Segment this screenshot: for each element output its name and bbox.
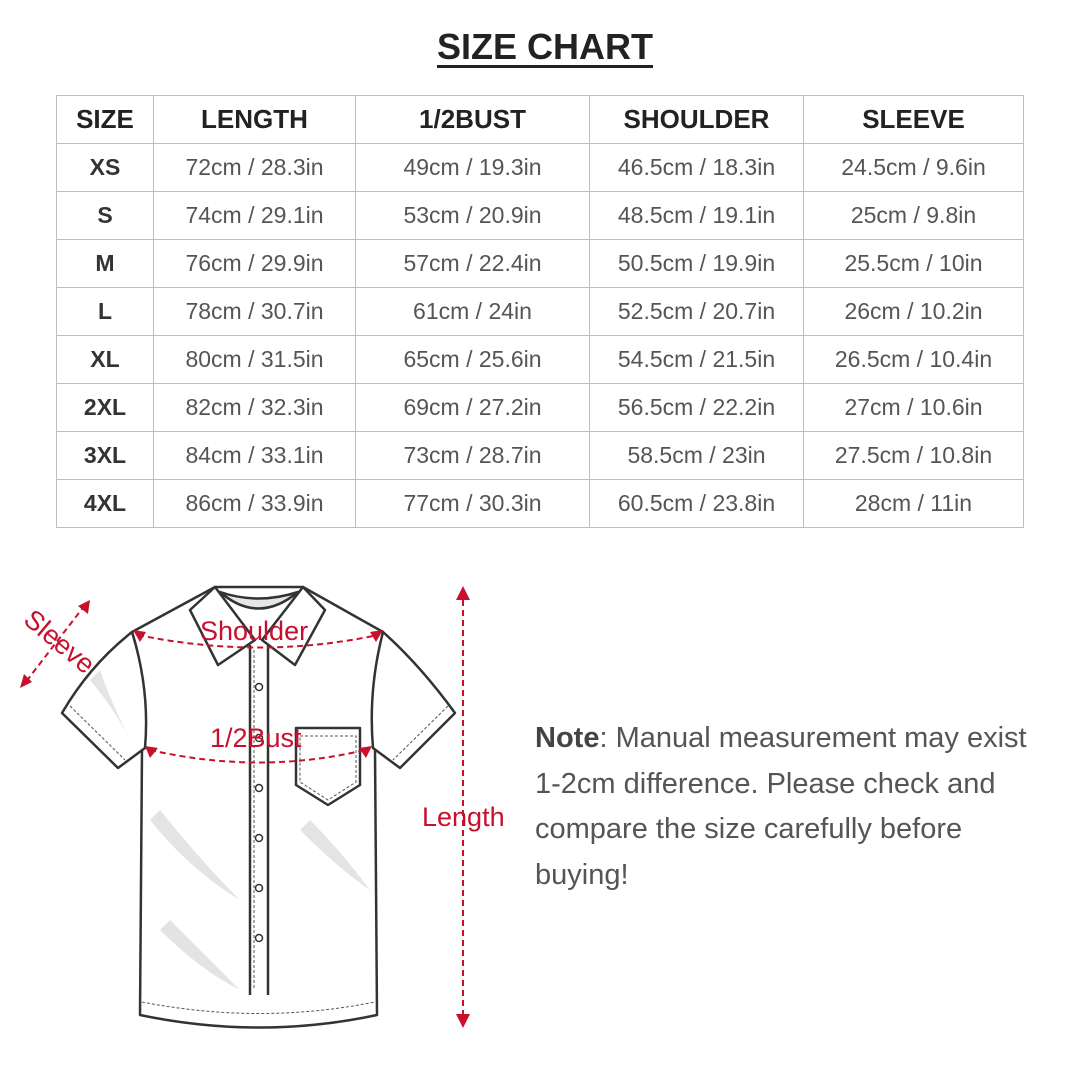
measurement-cell: 72cm / 28.3in xyxy=(153,143,356,192)
title-text: SIZE CHART xyxy=(437,26,653,67)
measurement-cell: 69cm / 27.2in xyxy=(355,383,590,432)
measurement-cell: 48.5cm / 19.1in xyxy=(589,191,804,240)
size-table: SIZE LENGTH 1/2BUST SHOULDER SLEEVE XS 72cm /… xyxy=(56,95,1024,528)
note-text: : Manual measurement may exist 1-2cm dif… xyxy=(535,722,1027,891)
measurement-cell: 74cm / 29.1in xyxy=(153,191,356,240)
size-cell: XS xyxy=(56,143,154,192)
table-row: M 76cm / 29.9in 57cm / 22.4in 50.5cm / 19.9… xyxy=(56,239,1024,288)
measurement-cell: 61cm / 24in xyxy=(355,287,590,336)
size-cell: M xyxy=(56,239,154,288)
length-label: Length xyxy=(422,802,505,832)
table-row: XS 72cm / 28.3in 49cm / 19.3in 46.5cm / 18.… xyxy=(56,143,1024,192)
shoulder-measure-line xyxy=(137,634,379,649)
size-cell: 2XL xyxy=(56,383,154,432)
shirt-collar-left xyxy=(188,585,257,667)
measurement-cell: 28cm / 11in xyxy=(803,479,1024,528)
page-title: SIZE CHART xyxy=(0,26,1080,68)
measurement-cell: 60.5cm / 23.8in xyxy=(589,479,804,528)
measurement-cell: 57cm / 22.4in xyxy=(355,239,590,288)
column-header: SHOULDER xyxy=(589,95,804,144)
table-row: 2XL 82cm / 32.3in 69cm / 27.2in 56.5cm / 22… xyxy=(56,383,1024,432)
size-cell: 4XL xyxy=(56,479,154,528)
measurement-cell: 49cm / 19.3in xyxy=(355,143,590,192)
column-header: SLEEVE xyxy=(803,95,1024,144)
measurement-cell: 26cm / 10.2in xyxy=(803,287,1024,336)
measurement-cell: 82cm / 32.3in xyxy=(153,383,356,432)
measurement-cell: 58.5cm / 23in xyxy=(589,431,804,480)
bust-label: 1/2Bust xyxy=(210,723,302,753)
shoulder-label: Shoulder xyxy=(200,616,308,646)
column-header: SIZE xyxy=(56,95,154,144)
sleeve-measure-line xyxy=(24,604,86,684)
table-row: XL 80cm / 31.5in 65cm / 25.6in 54.5cm / 21.… xyxy=(56,335,1024,384)
note-label: Note xyxy=(535,722,600,754)
measurement-cell: 50.5cm / 19.9in xyxy=(589,239,804,288)
measurement-cell: 77cm / 30.3in xyxy=(355,479,590,528)
table-row: 4XL 86cm / 33.9in 77cm / 30.3in 60.5cm / 23… xyxy=(56,479,1024,528)
measurement-cell: 56.5cm / 22.2in xyxy=(589,383,804,432)
column-header: 1/2BUST xyxy=(355,95,590,144)
measurement-cell: 27.5cm / 10.8in xyxy=(803,431,1024,480)
shirt-right-sleeve xyxy=(370,630,457,770)
size-cell: S xyxy=(56,191,154,240)
measurement-cell: 76cm / 29.9in xyxy=(153,239,356,288)
measurement-cell: 54.5cm / 21.5in xyxy=(589,335,804,384)
measurement-cell: 65cm / 25.6in xyxy=(355,335,590,384)
measurement-note: Note: Manual measurement may exist 1-2cm… xyxy=(535,716,1035,898)
column-header: LENGTH xyxy=(153,95,356,144)
measurement-cell: 80cm / 31.5in xyxy=(153,335,356,384)
measurement-cell: 52.5cm / 20.7in xyxy=(589,287,804,336)
size-cell: 3XL xyxy=(56,431,154,480)
measurement-cell: 24.5cm / 9.6in xyxy=(803,143,1024,192)
size-cell: XL xyxy=(56,335,154,384)
measurement-cell: 86cm / 33.9in xyxy=(153,479,356,528)
size-cell: L xyxy=(56,287,154,336)
sleeve-label: Sleeve xyxy=(18,604,101,680)
measurement-cell: 27cm / 10.6in xyxy=(803,383,1024,432)
measurement-cell: 26.5cm / 10.4in xyxy=(803,335,1024,384)
table-row: 3XL 84cm / 33.1in 73cm / 28.7in 58.5cm / 23… xyxy=(56,431,1024,480)
measurement-cell: 53cm / 20.9in xyxy=(355,191,590,240)
shirt-left-sleeve xyxy=(60,630,148,770)
table-header-row: SIZE LENGTH 1/2BUST SHOULDER SLEEVE xyxy=(56,95,1024,144)
bust-measure-line xyxy=(149,749,366,764)
table-row: L 78cm / 30.7in 61cm / 24in 52.5cm / 20.7in… xyxy=(56,287,1024,336)
measurement-cell: 25.5cm / 10in xyxy=(803,239,1024,288)
table-row: S 74cm / 29.1in 53cm / 20.9in 48.5cm / 19.1… xyxy=(56,191,1024,240)
measurement-cell: 46.5cm / 18.3in xyxy=(589,143,804,192)
shirt-pocket xyxy=(294,726,362,807)
shirt-diagram: Shoulder 1/2Bust Length Sleeve xyxy=(18,585,505,1029)
measurement-cell: 84cm / 33.1in xyxy=(153,431,356,480)
measurement-cell: 78cm / 30.7in xyxy=(153,287,356,336)
measurement-cell: 73cm / 28.7in xyxy=(355,431,590,480)
measurement-cell: 25cm / 9.8in xyxy=(803,191,1024,240)
shirt-body xyxy=(130,585,385,1029)
shirt-collar-right xyxy=(260,585,327,667)
